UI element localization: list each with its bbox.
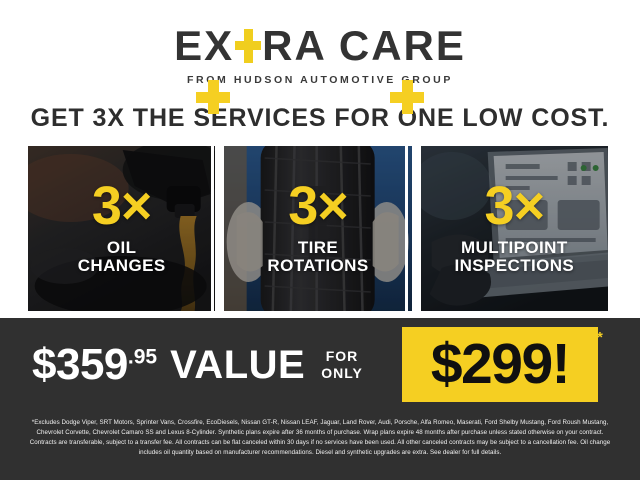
plus-connector-icon-1 xyxy=(196,80,230,114)
value-dollars: $359 xyxy=(32,339,128,389)
logo-text-first: EX xyxy=(174,21,235,69)
logo-text-second: RA CARE xyxy=(262,21,466,69)
value-cents: .95 xyxy=(127,344,158,368)
service-panel-oil-changes: 3× OIL CHANGES xyxy=(28,146,216,311)
oil-pouring-photo xyxy=(28,146,216,311)
value-word: VALUE xyxy=(170,342,306,387)
plus-horizontal-bar xyxy=(196,92,230,103)
panel-overlay-shade xyxy=(224,146,412,311)
label-oil-changes-line1: OIL xyxy=(106,237,137,257)
label-tire-rotations-line1: TIRE xyxy=(297,237,339,257)
only-label: ONLY xyxy=(321,364,363,381)
panel-divider-2 xyxy=(405,146,408,311)
multiplier-tire-rotations: 3× xyxy=(288,176,349,237)
label-multipoint-inspections: MULTIPOINT INSPECTIONS xyxy=(454,237,575,276)
plus-connector-icon-2 xyxy=(390,80,424,114)
for-only-label: FOR ONLY xyxy=(321,348,363,381)
value-amount: $359.95 xyxy=(32,339,158,389)
tire-photo-graphic xyxy=(224,146,412,311)
logo-tagline: FROM HUDSON AUTOMOTIVE GROUP xyxy=(187,73,453,86)
price-asterisk: * xyxy=(597,329,603,346)
panel-content-multipoint-inspections: 3× MULTIPOINT INSPECTIONS xyxy=(421,146,608,311)
label-tire-rotations: TIRE ROTATIONS xyxy=(267,237,369,276)
label-multipoint-inspections-line2: INSPECTIONS xyxy=(454,256,575,276)
service-panel-multipoint-inspections: 3× MULTIPOINT INSPECTIONS xyxy=(420,146,608,311)
panel-overlay-shade xyxy=(420,146,608,311)
panel-content-oil-changes: 3× OIL CHANGES xyxy=(28,146,215,311)
headline: GET 3X THE SERVICES FOR ONE LOW COST. xyxy=(30,104,610,132)
for-label: FOR xyxy=(325,347,359,364)
label-tire-rotations-line2: ROTATIONS xyxy=(267,256,369,276)
panel-overlay-shade xyxy=(28,146,216,311)
panel-content-tire-rotations: 3× TIRE ROTATIONS xyxy=(224,146,411,311)
tire-held-by-hands-photo xyxy=(224,146,412,311)
label-oil-changes: OIL CHANGES xyxy=(77,237,166,276)
disclaimer-text: *Excludes Dodge Viper, SRT Motors, Sprin… xyxy=(0,411,640,480)
service-panels: 3× OIL CHANGES xyxy=(28,146,608,311)
plus-horizontal-bar xyxy=(390,92,424,103)
laptop-photo-graphic xyxy=(420,146,608,311)
oil-photo-graphic xyxy=(28,146,216,311)
price-amount: $299! xyxy=(430,332,571,396)
label-multipoint-inspections-line1: MULTIPOINT xyxy=(461,237,568,257)
brand-logo: EX RA CARE FROM HUDSON AUTOMOTIVE GROUP xyxy=(0,22,640,86)
panel-divider-1 xyxy=(211,146,214,311)
price-tag: $299! xyxy=(402,327,598,402)
plus-icon xyxy=(235,28,262,63)
multiplier-oil-changes: 3× xyxy=(91,176,153,237)
price-row: $359.95 VALUE FOR ONLY xyxy=(0,318,640,411)
multiplier-multipoint-inspections: 3× xyxy=(484,176,546,237)
service-panel-tire-rotations: 3× TIRE ROTATIONS xyxy=(224,146,412,311)
diagnostic-laptop-photo xyxy=(420,146,608,311)
logo-wordmark: EX RA CARE xyxy=(0,22,640,67)
label-oil-changes-line2: CHANGES xyxy=(77,256,166,276)
